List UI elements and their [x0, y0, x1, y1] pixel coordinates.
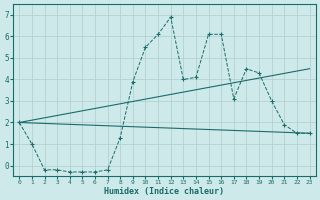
X-axis label: Humidex (Indice chaleur): Humidex (Indice chaleur) — [104, 187, 224, 196]
